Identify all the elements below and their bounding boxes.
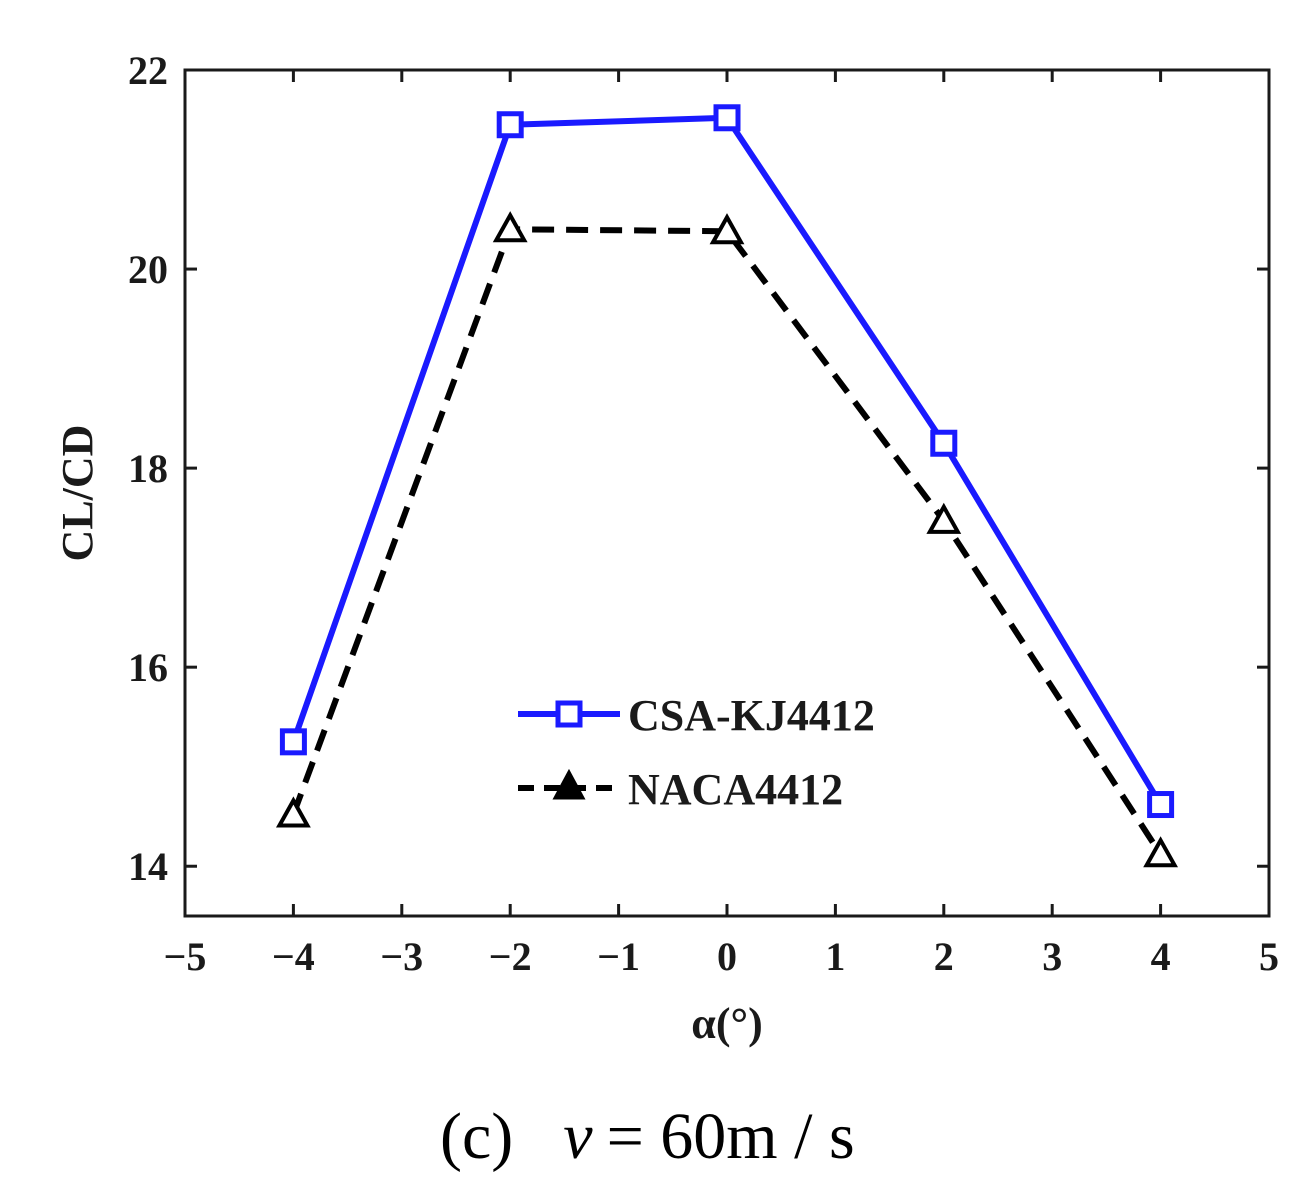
- legend: CSA-KJ4412 NACA4412: [518, 691, 875, 814]
- y-tick-label: 18: [128, 446, 168, 491]
- x-tick-label: −4: [272, 934, 315, 979]
- x-tick-label: −2: [489, 934, 532, 979]
- y-tick-label: 20: [128, 247, 168, 292]
- figure-caption: (c) v = 60m / s: [440, 1100, 855, 1173]
- y-axis-label: CL/CD: [53, 425, 102, 562]
- caption-equation: = 60m / s: [607, 1100, 855, 1173]
- series-layer: [275, 104, 1179, 868]
- x-tick-label: 3: [1042, 934, 1062, 979]
- y-tick-label: 16: [128, 645, 168, 690]
- data-point-naca4412: [492, 211, 528, 243]
- x-tick-label: 4: [1151, 934, 1171, 979]
- x-tick-label: −1: [597, 934, 640, 979]
- x-tick-label: −3: [380, 934, 423, 979]
- data-point-csa-kj4412: [1147, 791, 1175, 819]
- data-point-csa-kj4412: [279, 728, 307, 756]
- x-tick-label: 2: [934, 934, 954, 979]
- series-line-naca4412: [290, 226, 1164, 856]
- x-tick-label: −5: [164, 934, 207, 979]
- x-tick-label: 0: [717, 934, 737, 979]
- data-point-csa-kj4412: [496, 111, 524, 139]
- data-point-naca4412: [275, 796, 311, 828]
- data-point-naca4412: [1143, 836, 1179, 868]
- legend-label-csa-kj4412: CSA-KJ4412: [628, 691, 875, 740]
- legend-marker-csa-kj4412: [555, 700, 583, 728]
- legend-marker-naca4412: [552, 768, 586, 800]
- data-point-naca4412: [709, 213, 745, 245]
- axis-ticks: −5 −4 −3 −2 −1 0 1 2 3 4 5 14 16 18 20 22: [128, 48, 1279, 979]
- caption-label: (c): [440, 1100, 513, 1173]
- y-tick-label: 22: [128, 48, 168, 93]
- y-tick-label: 14: [128, 844, 168, 889]
- x-axis-label: α(°): [691, 999, 762, 1048]
- x-tick-label: 1: [825, 934, 845, 979]
- data-point-csa-kj4412: [930, 429, 958, 457]
- legend-label-naca4412: NACA4412: [628, 765, 843, 814]
- data-point-csa-kj4412: [713, 104, 741, 132]
- caption-variable: v: [563, 1100, 593, 1173]
- x-tick-label: 5: [1259, 934, 1279, 979]
- data-point-naca4412: [926, 502, 962, 534]
